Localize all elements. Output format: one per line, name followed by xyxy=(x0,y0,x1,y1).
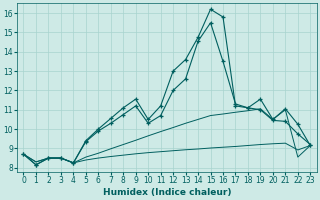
X-axis label: Humidex (Indice chaleur): Humidex (Indice chaleur) xyxy=(103,188,231,197)
